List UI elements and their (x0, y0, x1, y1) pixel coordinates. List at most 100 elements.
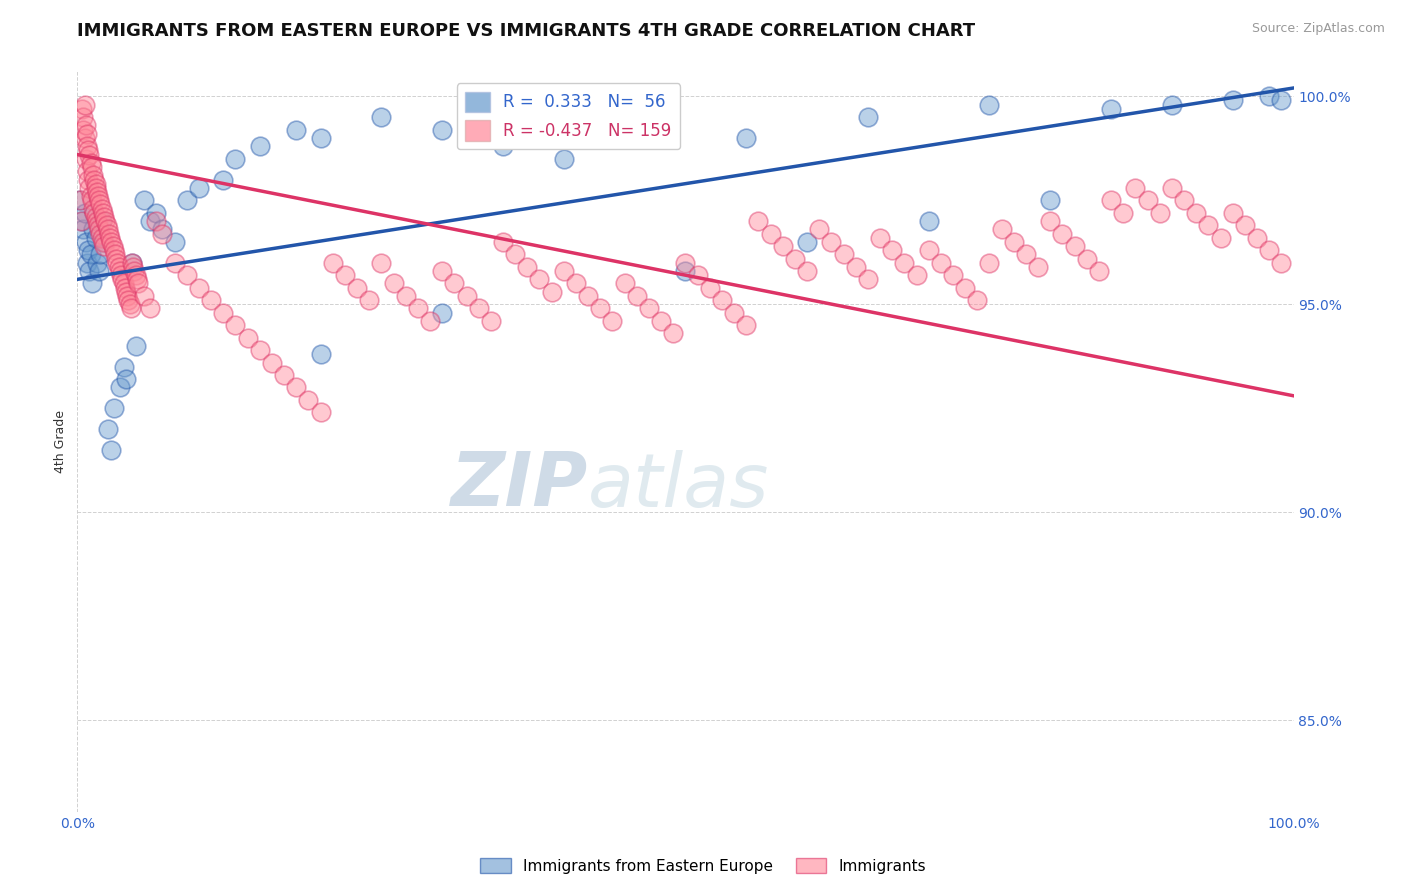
Point (710, 293, 733, 307)
Point (1270, 255, 1292, 269)
Point (309, 347, 332, 361)
Point (110, 268, 132, 282)
Point (1161, 181, 1184, 195)
Point (443, 277, 465, 291)
Point (200, 293, 222, 307)
Point (93, 239, 115, 253)
Point (72, 222, 94, 236)
Point (115, 285, 138, 299)
Point (990, 222, 1012, 236)
Point (856, 272, 879, 286)
Point (772, 239, 794, 253)
Point (432, 305, 454, 319)
Point (89, 227, 111, 241)
Point (893, 255, 915, 269)
Point (188, 280, 211, 294)
Point (121, 255, 143, 269)
Point (125, 339, 148, 353)
Point (212, 172, 235, 186)
Point (115, 289, 138, 303)
Point (76, 139, 98, 153)
Point (662, 326, 685, 341)
Point (163, 235, 186, 249)
Point (212, 305, 235, 319)
Point (845, 260, 868, 274)
Point (1039, 194, 1062, 208)
Point (735, 131, 758, 145)
Point (966, 293, 988, 307)
Point (89, 247, 111, 261)
Point (121, 255, 143, 269)
Point (942, 268, 965, 282)
Point (236, 330, 259, 344)
Point (735, 318, 758, 332)
Point (686, 268, 709, 282)
Point (100, 442, 122, 457)
Point (1002, 235, 1025, 249)
Point (1246, 231, 1268, 245)
Point (77, 172, 100, 186)
Y-axis label: 4th Grade: 4th Grade (53, 410, 67, 473)
Point (75, 152, 97, 166)
Point (93, 235, 115, 249)
Point (97, 222, 120, 236)
Point (1185, 206, 1208, 220)
Point (89, 197, 111, 211)
Text: IMMIGRANTS FROM EASTERN EUROPE VS IMMIGRANTS 4TH GRADE CORRELATION CHART: IMMIGRANTS FROM EASTERN EUROPE VS IMMIGR… (77, 22, 976, 40)
Point (638, 301, 661, 316)
Point (370, 110, 392, 124)
Point (70, 214, 93, 228)
Point (69, 194, 91, 208)
Point (75, 119, 97, 133)
Point (86, 255, 108, 269)
Point (1161, 97, 1184, 112)
Point (1173, 194, 1195, 208)
Point (114, 280, 136, 294)
Point (796, 264, 818, 278)
Point (309, 131, 332, 145)
Point (602, 314, 624, 328)
Point (1209, 231, 1232, 245)
Point (456, 289, 478, 303)
Point (1233, 219, 1256, 233)
Point (70, 102, 93, 116)
Point (134, 289, 156, 303)
Point (540, 285, 562, 299)
Point (83, 206, 105, 220)
Point (273, 368, 295, 382)
Point (1052, 227, 1074, 241)
Point (122, 260, 145, 274)
Point (79, 181, 101, 195)
Point (395, 289, 418, 303)
Point (759, 227, 782, 241)
Point (492, 139, 515, 153)
Point (467, 301, 489, 316)
Point (1270, 94, 1292, 108)
Point (613, 277, 636, 291)
Point (224, 152, 246, 166)
Point (529, 272, 551, 286)
Point (820, 235, 842, 249)
Point (91, 235, 114, 249)
Point (86, 214, 108, 228)
Point (1112, 206, 1135, 220)
Point (1026, 260, 1049, 274)
Point (134, 194, 156, 208)
Point (1076, 252, 1098, 266)
Point (80, 156, 103, 170)
Point (796, 235, 818, 249)
Point (84, 231, 107, 245)
Point (111, 272, 134, 286)
Point (979, 255, 1001, 269)
Point (152, 222, 174, 236)
Point (98, 231, 121, 245)
Point (89, 264, 111, 278)
Point (479, 314, 502, 328)
Point (76, 255, 98, 269)
Point (73, 97, 96, 112)
Point (1222, 206, 1244, 220)
Point (80, 247, 103, 261)
Point (108, 380, 131, 394)
Point (309, 405, 332, 419)
Point (86, 185, 108, 199)
